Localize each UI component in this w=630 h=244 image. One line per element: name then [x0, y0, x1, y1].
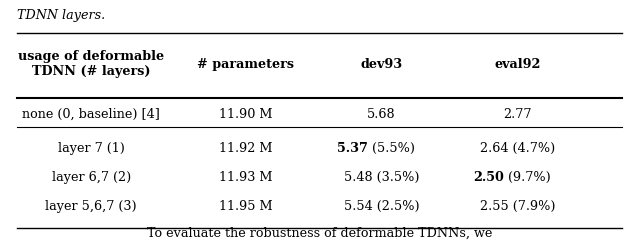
Text: 5.54 (2.5%): 5.54 (2.5%): [344, 200, 420, 213]
Text: layer 7 (1): layer 7 (1): [58, 142, 125, 155]
Text: (9.7%): (9.7%): [504, 171, 551, 184]
Text: # parameters: # parameters: [197, 58, 294, 71]
Text: 11.90 M: 11.90 M: [219, 108, 272, 121]
Text: 2.50: 2.50: [473, 171, 504, 184]
Text: TDNN layers.: TDNN layers.: [17, 9, 105, 22]
Text: 2.77: 2.77: [503, 108, 532, 121]
Text: 11.93 M: 11.93 M: [219, 171, 272, 184]
Text: dev93: dev93: [360, 58, 403, 71]
Text: To evaluate the robustness of deformable TDNNs, we: To evaluate the robustness of deformable…: [147, 227, 493, 240]
Text: eval92: eval92: [495, 58, 541, 71]
Text: layer 6,7 (2): layer 6,7 (2): [52, 171, 131, 184]
Text: 5.48 (3.5%): 5.48 (3.5%): [344, 171, 420, 184]
Text: 2.55 (7.9%): 2.55 (7.9%): [479, 200, 555, 213]
Text: 5.37: 5.37: [337, 142, 368, 155]
Text: 11.95 M: 11.95 M: [219, 200, 273, 213]
Text: usage of deformable
TDNN (# layers): usage of deformable TDNN (# layers): [18, 50, 164, 78]
Text: 11.92 M: 11.92 M: [219, 142, 272, 155]
Text: none (0, baseline) [4]: none (0, baseline) [4]: [22, 108, 160, 121]
Text: layer 5,6,7 (3): layer 5,6,7 (3): [45, 200, 137, 213]
Text: (5.5%): (5.5%): [368, 142, 415, 155]
Text: 5.68: 5.68: [367, 108, 396, 121]
Text: 2.64 (4.7%): 2.64 (4.7%): [480, 142, 555, 155]
